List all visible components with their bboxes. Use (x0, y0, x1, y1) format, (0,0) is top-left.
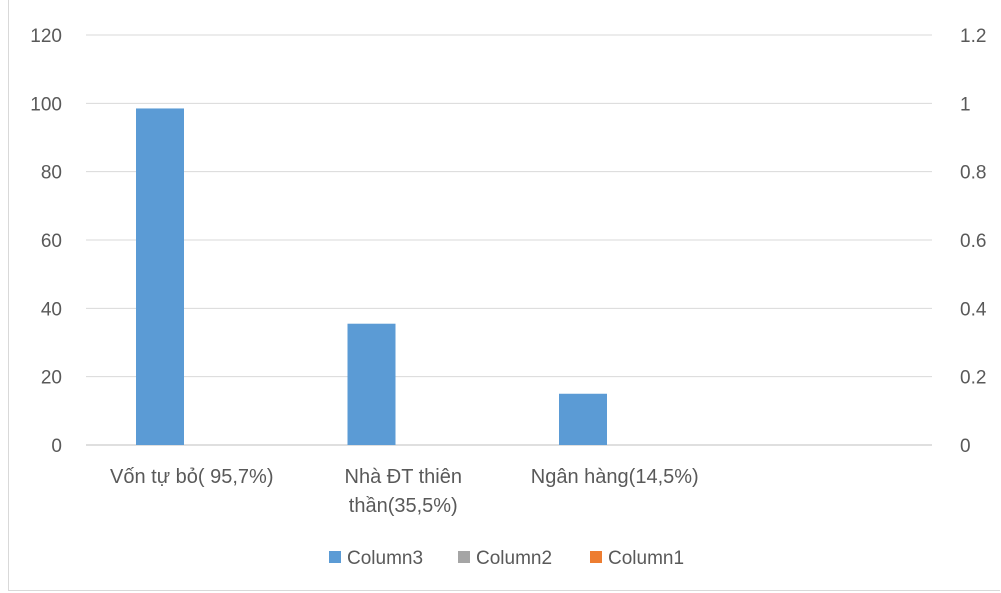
legend-swatch (590, 551, 602, 563)
left-y-tick-label: 120 (30, 26, 62, 47)
bar (559, 393, 607, 445)
right-y-tick-label: 1.2 (960, 26, 986, 47)
right-y-tick-label: 0 (960, 436, 971, 457)
legend-label: Column2 (476, 548, 552, 569)
category-label: thần(35,5%) (349, 495, 458, 517)
left-y-tick-label: 80 (41, 163, 62, 184)
left-y-tick-label: 40 (41, 299, 62, 320)
legend: Column3 Column2 Column1 (329, 548, 684, 569)
right-y-tick-label: 0.6 (960, 231, 986, 252)
right-y-tick-label: 0.8 (960, 163, 986, 184)
legend-label: Column1 (608, 548, 684, 569)
category-label: Nhà ĐT thiên (345, 466, 462, 488)
chart-frame (8, 0, 1000, 591)
bar (136, 108, 184, 445)
gridlines (86, 34, 932, 446)
bar (347, 323, 396, 445)
left-y-tick-label: 60 (41, 231, 62, 252)
left-y-tick-label: 100 (30, 94, 62, 115)
category-label: Ngân hàng(14,5%) (531, 466, 699, 488)
bars (136, 108, 607, 445)
left-y-axis: 0 20 40 60 80 100 120 (30, 26, 62, 457)
right-y-tick-label: 0.2 (960, 368, 986, 389)
category-label: Vốn tự bỏ( 95,7%) (110, 466, 273, 488)
legend-label: Column3 (347, 548, 423, 569)
right-y-axis: 0 0.2 0.4 0.6 0.8 1 1.2 (960, 26, 987, 457)
legend-swatch (329, 551, 341, 563)
left-y-tick-label: 20 (41, 368, 62, 389)
x-axis-categories: Vốn tự bỏ( 95,7%) Nhà ĐT thiên thần(35,5%)… (110, 466, 699, 517)
right-y-tick-label: 1 (960, 94, 971, 115)
right-y-tick-label: 0.4 (960, 299, 987, 320)
legend-swatch (458, 551, 470, 563)
left-y-tick-label: 0 (51, 436, 62, 457)
